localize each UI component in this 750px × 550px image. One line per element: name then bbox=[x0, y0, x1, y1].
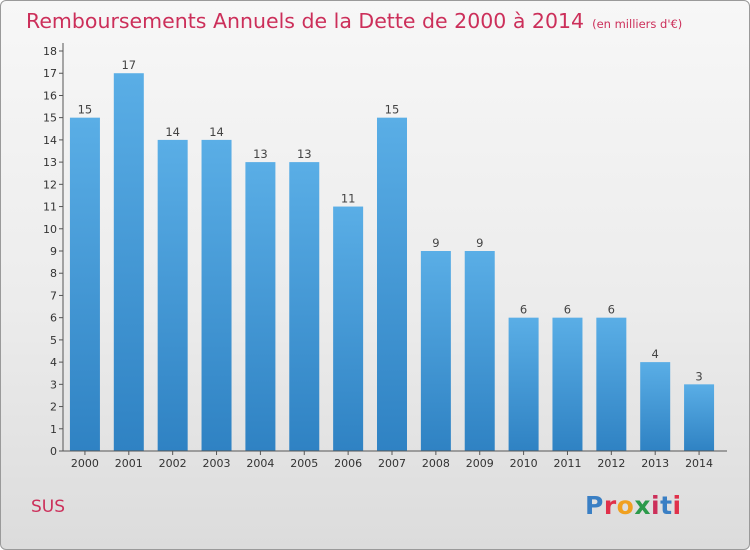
data-label-2010: 6 bbox=[520, 303, 527, 317]
x-tick-label-2010: 2010 bbox=[510, 457, 538, 470]
logo-letter: o bbox=[616, 491, 635, 520]
bar-2014 bbox=[684, 384, 715, 451]
logo-letter: i bbox=[651, 491, 661, 520]
chart-unit: (en milliers d'€) bbox=[592, 17, 683, 31]
data-label-2007: 15 bbox=[385, 103, 400, 117]
bar-2001 bbox=[113, 73, 144, 451]
x-tick-label-2014: 2014 bbox=[685, 457, 713, 470]
bar-2007 bbox=[377, 117, 407, 452]
x-tick-label-2004: 2004 bbox=[246, 457, 274, 470]
y-tick-label-14: 14 bbox=[43, 134, 57, 147]
data-label-2003: 14 bbox=[209, 125, 224, 139]
y-tick-label-18: 18 bbox=[43, 45, 57, 58]
data-label-2008: 9 bbox=[432, 236, 439, 250]
y-tick-label-16: 16 bbox=[43, 89, 57, 102]
logo-letter: i bbox=[672, 491, 682, 520]
y-tick-label-10: 10 bbox=[43, 223, 57, 236]
y-tick-label-15: 15 bbox=[43, 112, 57, 125]
x-tick-label-2001: 2001 bbox=[115, 457, 143, 470]
data-label-2009: 9 bbox=[476, 236, 483, 250]
logo-letter: P bbox=[585, 491, 604, 520]
x-tick-label-2011: 2011 bbox=[553, 457, 581, 470]
y-tick-label-1: 1 bbox=[50, 423, 57, 436]
y-tick-label-11: 11 bbox=[43, 201, 57, 214]
data-label-2014: 3 bbox=[695, 369, 702, 383]
x-tick-label-2009: 2009 bbox=[466, 457, 494, 470]
bar-2011 bbox=[552, 317, 583, 451]
y-tick-label-5: 5 bbox=[50, 334, 57, 347]
data-label-2012: 6 bbox=[608, 303, 615, 317]
x-tick-label-2006: 2006 bbox=[334, 457, 362, 470]
x-tick-label-2007: 2007 bbox=[378, 457, 406, 470]
commune-name: SUS bbox=[31, 497, 66, 517]
logo-letter: x bbox=[634, 491, 651, 520]
bar-2010 bbox=[508, 317, 539, 451]
y-tick-label-12: 12 bbox=[43, 178, 57, 191]
logo-letter: t bbox=[660, 491, 673, 520]
x-tick-label-2002: 2002 bbox=[159, 457, 187, 470]
data-label-2006: 11 bbox=[341, 192, 356, 206]
bar-2006 bbox=[333, 206, 364, 451]
y-tick-label-0: 0 bbox=[50, 445, 57, 458]
y-tick-label-7: 7 bbox=[50, 289, 57, 302]
data-label-2004: 13 bbox=[253, 147, 268, 161]
bar-2004 bbox=[245, 162, 276, 451]
chart-title: Remboursements Annuels de la Dette de 20… bbox=[26, 7, 682, 38]
data-label-2011: 6 bbox=[564, 303, 571, 317]
y-tick-label-4: 4 bbox=[50, 356, 57, 369]
y-tick-label-3: 3 bbox=[50, 378, 57, 391]
data-label-2013: 4 bbox=[652, 347, 659, 361]
x-tick-label-2013: 2013 bbox=[641, 457, 669, 470]
x-tick-label-2000: 2000 bbox=[71, 457, 99, 470]
logo-letter: r bbox=[603, 491, 617, 520]
chart-title-text: Remboursements Annuels de la Dette de 20… bbox=[26, 9, 585, 33]
bar-2012 bbox=[596, 317, 627, 451]
data-label-2001: 17 bbox=[121, 58, 136, 72]
x-tick-label-2012: 2012 bbox=[597, 457, 625, 470]
bar-2002 bbox=[157, 139, 188, 451]
y-tick-label-9: 9 bbox=[50, 245, 57, 258]
bar-2000 bbox=[69, 117, 100, 452]
data-label-2005: 13 bbox=[297, 147, 312, 161]
bar-2013 bbox=[640, 362, 671, 451]
proxiti-logo: Proxiti bbox=[585, 491, 682, 521]
x-tick-label-2003: 2003 bbox=[203, 457, 231, 470]
y-tick-label-6: 6 bbox=[50, 312, 57, 325]
x-tick-label-2008: 2008 bbox=[422, 457, 450, 470]
data-label-2002: 14 bbox=[165, 125, 180, 139]
data-label-2000: 15 bbox=[78, 103, 93, 117]
y-tick-label-17: 17 bbox=[43, 67, 57, 80]
x-tick-label-2005: 2005 bbox=[290, 457, 318, 470]
bar-2008 bbox=[420, 251, 451, 451]
bar-2003 bbox=[201, 139, 232, 451]
y-tick-label-13: 13 bbox=[43, 156, 57, 169]
y-tick-label-2: 2 bbox=[50, 401, 57, 414]
y-tick-label-8: 8 bbox=[50, 267, 57, 280]
bar-2009 bbox=[464, 251, 495, 451]
bar-2005 bbox=[289, 162, 320, 451]
